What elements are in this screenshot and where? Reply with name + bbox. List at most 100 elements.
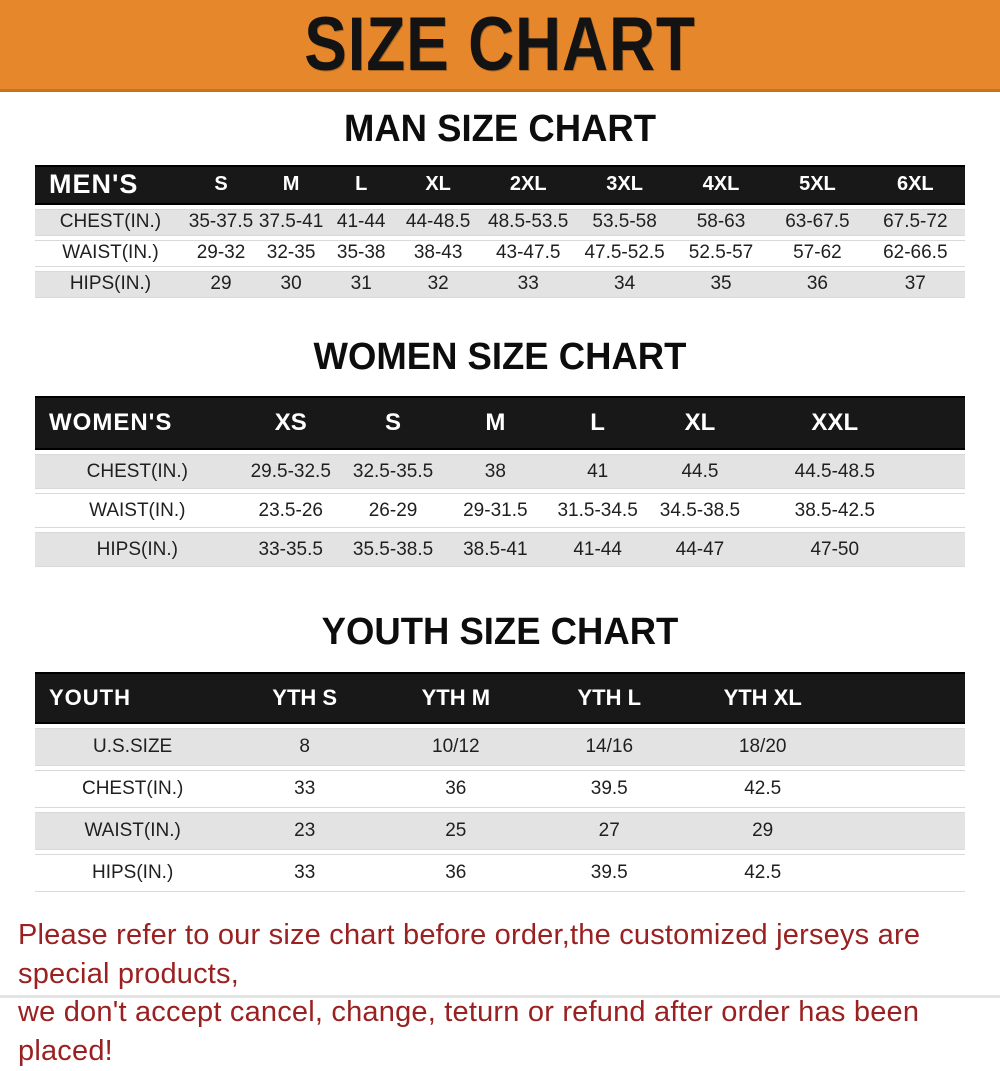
- row-label: WAIST(IN.): [35, 239, 186, 267]
- section-title-women: WOMEN SIZE CHART: [313, 335, 687, 378]
- column-header: XXL: [751, 396, 919, 451]
- cell: 39.5: [532, 769, 686, 808]
- cell: 52.5-57: [672, 239, 770, 267]
- table-row: HIPS(IN.) 33-35.5 35.5-38.5 38.5-41 41-44 44-…: [35, 532, 965, 568]
- row-label: HIPS(IN.): [35, 853, 231, 892]
- spacer-cell: [918, 396, 965, 451]
- cell: 25: [379, 811, 533, 850]
- cell: 31.5-34.5: [546, 493, 649, 529]
- cell: 63-67.5: [769, 208, 866, 236]
- disclaimer-text: Please refer to our size chart before or…: [18, 916, 1000, 1071]
- cell: 38: [444, 454, 547, 490]
- spacer-cell: [839, 671, 965, 724]
- row-label: U.S.SIZE: [35, 727, 231, 766]
- column-header: M: [256, 164, 327, 205]
- cell: 33: [480, 270, 577, 298]
- cell: 8: [230, 727, 380, 766]
- table-row: WAIST(IN.) 29-32 32-35 35-38 38-43 43-47.5 47.…: [35, 239, 965, 267]
- spacer-cell: [918, 532, 965, 568]
- size-chart-banner: SIZE CHART: [0, 0, 1000, 92]
- section-title-men: MAN SIZE CHART: [343, 108, 657, 150]
- column-header: XL: [396, 164, 480, 205]
- bottom-divider: [0, 995, 1000, 998]
- cell: 67.5-72: [865, 208, 965, 236]
- cell: 34: [576, 270, 673, 298]
- cell: 23: [230, 811, 380, 850]
- table-row: CHEST(IN.) 29.5-32.5 32.5-35.5 38 41 44.5 44.5…: [35, 454, 965, 490]
- cell: 36: [769, 270, 866, 298]
- cell: 53.5-58: [576, 208, 673, 236]
- cell: 48.5-53.5: [480, 208, 577, 236]
- cell: 34.5-38.5: [648, 493, 752, 529]
- table-header-label: MEN'S: [35, 164, 186, 205]
- column-header: YTH XL: [685, 671, 840, 724]
- table-row: WAIST(IN.) 23.5-26 26-29 29-31.5 31.5-34.5 34…: [35, 493, 965, 529]
- column-header: L: [546, 396, 649, 451]
- disclaimer-line-2: we don't accept cancel, change, teturn o…: [18, 996, 920, 1068]
- cell: 42.5: [685, 853, 840, 892]
- column-header: S: [185, 164, 257, 205]
- row-label: HIPS(IN.): [35, 532, 240, 568]
- cell: 36: [379, 853, 533, 892]
- column-header: 6XL: [865, 164, 965, 205]
- column-header: XL: [648, 396, 752, 451]
- column-header: 3XL: [576, 164, 673, 205]
- cell: 35: [672, 270, 770, 298]
- spacer-cell: [918, 493, 965, 529]
- column-header: S: [341, 396, 445, 451]
- cell: 29: [685, 811, 840, 850]
- cell: 37.5-41: [256, 208, 327, 236]
- cell: 42.5: [685, 769, 840, 808]
- cell: 38.5-41: [444, 532, 547, 568]
- size-table-youth: YOUTH YTH S YTH M YTH L YTH XL U.S.SIZE 8 10/12…: [35, 668, 965, 896]
- cell: 47.5-52.5: [576, 239, 673, 267]
- cell: 36: [379, 769, 533, 808]
- column-header: 2XL: [480, 164, 577, 205]
- column-header: M: [444, 396, 547, 451]
- cell: 43-47.5: [480, 239, 577, 267]
- cell: 35-37.5: [185, 208, 257, 236]
- row-label: CHEST(IN.): [35, 208, 186, 236]
- cell: 33-35.5: [239, 532, 342, 568]
- cell: 23.5-26: [239, 493, 342, 529]
- cell: 44-48.5: [396, 208, 480, 236]
- row-label: HIPS(IN.): [35, 270, 186, 298]
- cell: 32: [396, 270, 480, 298]
- cell: 41-44: [546, 532, 649, 568]
- spacer-cell: [839, 853, 965, 892]
- size-table-women: WOMEN'S XS S M L XL XXL CHEST(IN.) 29.5-32.5 32.5…: [35, 392, 965, 571]
- section-title-youth: YOUTH SIZE CHART: [321, 611, 679, 654]
- cell: 39.5: [532, 853, 686, 892]
- size-table-men: MEN'S S M L XL 2XL 3XL 4XL 5XL 6XL CHEST(IN.) 35-37…: [35, 161, 965, 302]
- cell: 44.5-48.5: [751, 454, 919, 490]
- cell: 33: [230, 769, 380, 808]
- spacer-cell: [918, 454, 965, 490]
- size-section-women: WOMEN SIZE CHART WOMEN'S XS S M L XL XXL CHEST(I…: [0, 336, 1000, 572]
- table-header-label: WOMEN'S: [35, 396, 240, 451]
- table-header-row: MEN'S S M L XL 2XL 3XL 4XL 5XL 6XL: [35, 164, 965, 205]
- size-section-youth: YOUTH SIZE CHART YOUTH YTH S YTH M YTH L YTH …: [0, 611, 1000, 896]
- cell: 44-47: [648, 532, 752, 568]
- cell: 30: [256, 270, 327, 298]
- cell: 33: [230, 853, 380, 892]
- table-row: HIPS(IN.) 29 30 31 32 33 34 35 36 37: [35, 270, 965, 298]
- column-header: L: [326, 164, 397, 205]
- cell: 26-29: [341, 493, 445, 529]
- banner-title: SIZE CHART: [304, 1, 696, 87]
- cell: 35-38: [326, 239, 397, 267]
- row-label: CHEST(IN.): [35, 454, 240, 490]
- cell: 32-35: [256, 239, 327, 267]
- column-header: 4XL: [672, 164, 770, 205]
- cell: 29-31.5: [444, 493, 547, 529]
- table-row: HIPS(IN.) 33 36 39.5 42.5: [35, 853, 965, 892]
- size-chart-sections: MAN SIZE CHART MEN'S S M L XL 2XL 3XL 4XL 5XL 6XL C…: [0, 108, 1000, 896]
- cell: 18/20: [685, 727, 840, 766]
- spacer-cell: [839, 727, 965, 766]
- spacer-cell: [839, 811, 965, 850]
- disclaimer-line-1: Please refer to our size chart before or…: [18, 918, 921, 990]
- table-header-row: YOUTH YTH S YTH M YTH L YTH XL: [35, 671, 965, 724]
- cell: 35.5-38.5: [341, 532, 445, 568]
- cell: 38.5-42.5: [751, 493, 919, 529]
- table-row: WAIST(IN.) 23 25 27 29: [35, 811, 965, 850]
- table-header-label: YOUTH: [35, 671, 231, 724]
